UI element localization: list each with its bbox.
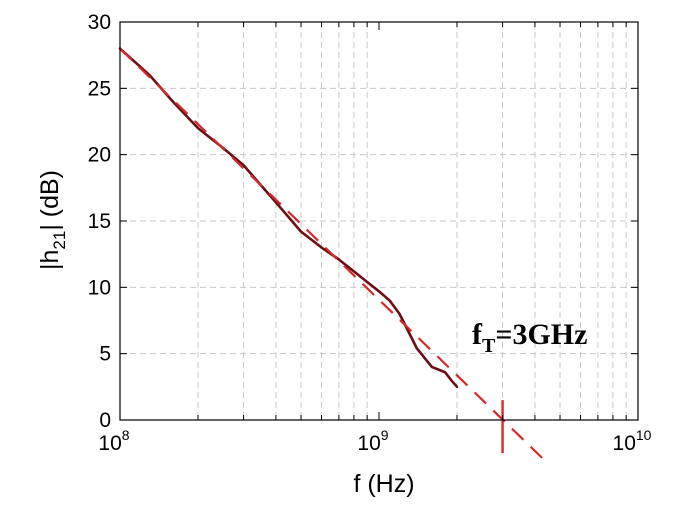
plot-frame bbox=[119, 21, 639, 421]
ft-annotation-tail: =3GHz bbox=[495, 318, 587, 351]
series-layer bbox=[118, 47, 549, 465]
x-tick-label-base: 10 bbox=[357, 432, 380, 455]
y-axis-label-main: |h bbox=[36, 250, 64, 270]
y-axis-label: |h21| (dB) bbox=[36, 170, 69, 270]
x-tick-label-exponent: 10 bbox=[636, 427, 652, 443]
x-tick-label: 108 bbox=[98, 427, 129, 455]
ft-annotation-subscript: T bbox=[482, 335, 496, 357]
x-tick-label: 1010 bbox=[613, 427, 652, 455]
series-extrapolation-dashed bbox=[119, 47, 549, 465]
x-tick-label-exponent: 8 bbox=[122, 427, 130, 443]
x-axis-label: f (Hz) bbox=[353, 470, 414, 498]
y-tick-label: 5 bbox=[99, 343, 111, 366]
y-tick-label: 30 bbox=[88, 11, 111, 34]
ft-annotation-main: f bbox=[472, 318, 483, 351]
y-tick-label: 10 bbox=[88, 276, 111, 299]
y-tick-label: 15 bbox=[88, 210, 111, 233]
x-tick-label-base: 10 bbox=[98, 432, 121, 455]
y-tick-label: 25 bbox=[88, 77, 111, 100]
y-tick-label: 20 bbox=[88, 144, 111, 167]
x-tick-label-exponent: 9 bbox=[381, 427, 389, 443]
x-tick-label: 109 bbox=[357, 427, 388, 455]
series-measured-h21 bbox=[118, 47, 459, 389]
grid-layer bbox=[120, 22, 638, 420]
y-axis-label-subscript: 21 bbox=[50, 231, 69, 250]
y-axis-label-tail: | (dB) bbox=[36, 170, 64, 231]
ft-annotation: fT=3GHz bbox=[472, 318, 587, 357]
x-tick-label-base: 10 bbox=[613, 432, 636, 455]
y-tick-label: 0 bbox=[99, 409, 111, 432]
